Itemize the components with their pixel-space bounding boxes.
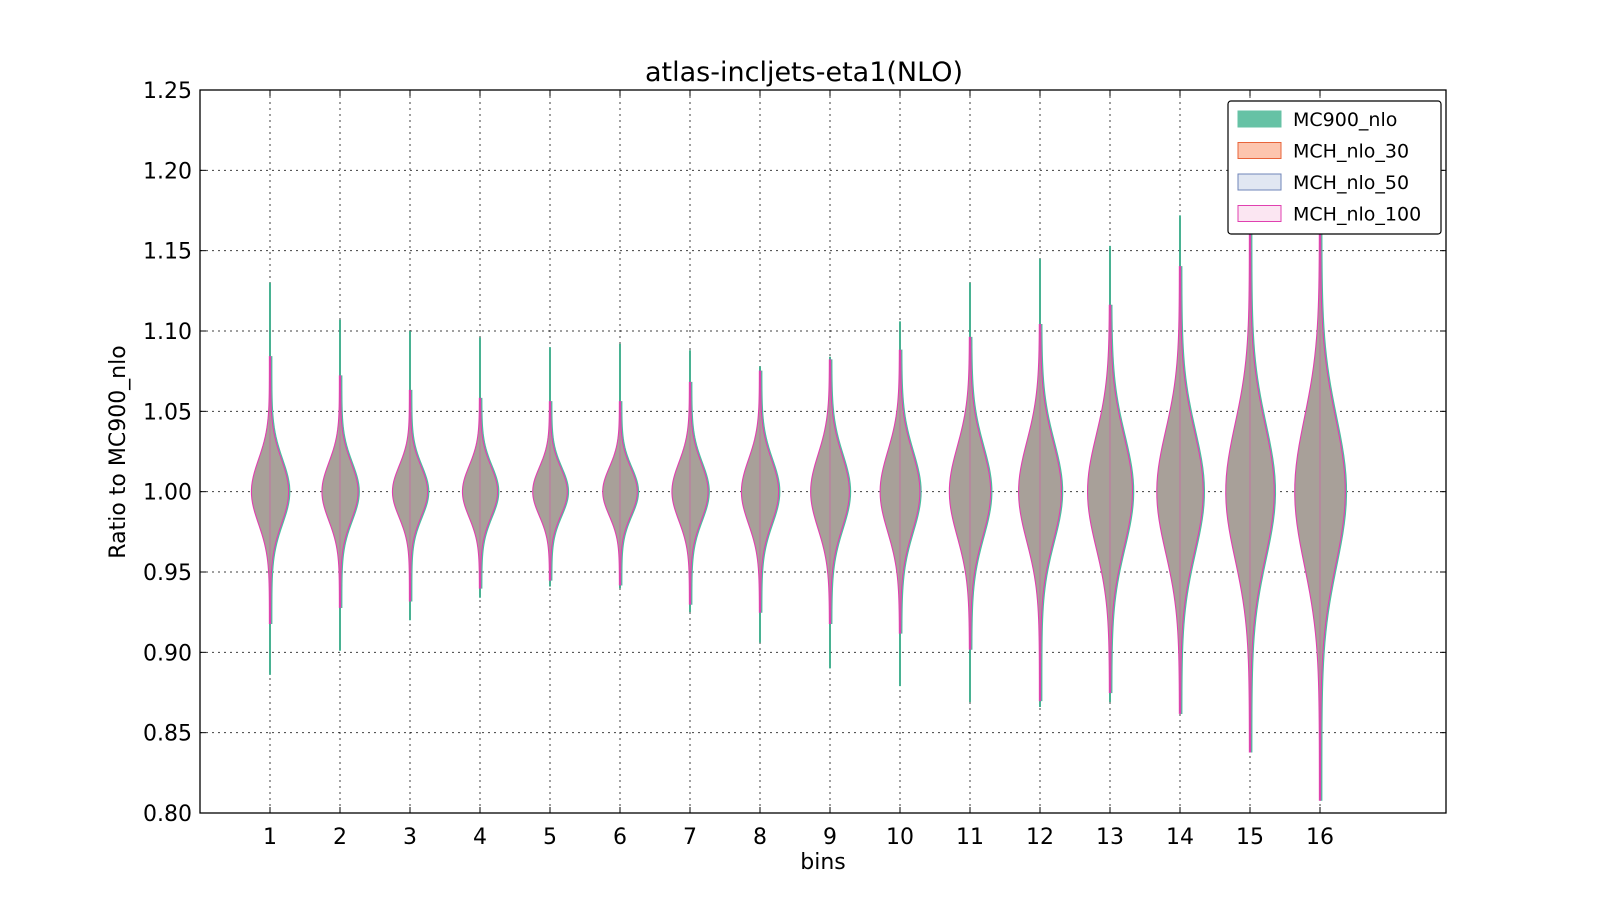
y-tick-label: 1.15 [143, 240, 192, 265]
x-tick-label: 14 [1166, 825, 1194, 850]
x-tick-label: 4 [473, 825, 487, 850]
x-tick-label: 16 [1306, 825, 1334, 850]
legend-swatch-MCH_nlo_50 [1237, 173, 1282, 191]
y-tick-label: 0.85 [143, 722, 192, 747]
legend-label: MCH_nlo_30 [1293, 141, 1409, 163]
x-tick-label: 2 [333, 825, 347, 850]
y-tick-label: 1.25 [143, 79, 192, 104]
y-axis-label: Ratio to MC900_nlo [106, 345, 131, 558]
x-tick-label: 5 [543, 825, 557, 850]
x-tick-label: 3 [403, 825, 417, 850]
legend-label: MC900_nlo [1293, 109, 1397, 131]
plot-frame [199, 89, 1447, 814]
y-tick-label: 1.20 [143, 159, 192, 184]
y-tick-label: 0.95 [143, 561, 192, 586]
x-tick-label: 10 [886, 825, 914, 850]
x-tick-label: 8 [753, 825, 767, 850]
x-tick-label: 7 [683, 825, 697, 850]
y-tick-label: 1.10 [143, 320, 192, 345]
x-tick-label: 9 [823, 825, 837, 850]
axis-ticks: 0.80 0.85 0.90 0.95 1.00 1.05 1.10 1.15 1.20 1.25… [143, 79, 1446, 850]
y-tick-label: 0.80 [143, 802, 192, 827]
x-tick-label: 13 [1096, 825, 1124, 850]
x-tick-label: 1 [263, 825, 277, 850]
legend-swatch-MCH_nlo_100 [1237, 205, 1282, 222]
legend-swatch-MCH_nlo_30 [1237, 142, 1282, 159]
legend-label: MCH_nlo_100 [1293, 204, 1421, 226]
x-tick-label: 6 [613, 825, 627, 850]
x-tick-label: 11 [956, 825, 984, 850]
chart-title: atlas-incljets-eta1(NLO) [645, 57, 963, 88]
x-tick-label: 15 [1236, 825, 1264, 850]
y-tick-label: 1.05 [143, 400, 192, 425]
x-tick-label: 12 [1026, 825, 1054, 850]
y-tick-label: 1.00 [143, 481, 192, 506]
y-tick-label: 0.90 [143, 641, 192, 666]
legend-swatch-MC900_nlo [1237, 110, 1282, 128]
legend: MC900_nlo MCH_nlo_30 MCH_nlo_50 MCH_nlo_100 [1227, 100, 1442, 235]
legend-label: MCH_nlo_50 [1293, 172, 1409, 194]
violin-bodies [250, 208, 1348, 801]
x-axis-label: bins [800, 850, 845, 875]
legend-box [1227, 100, 1442, 235]
